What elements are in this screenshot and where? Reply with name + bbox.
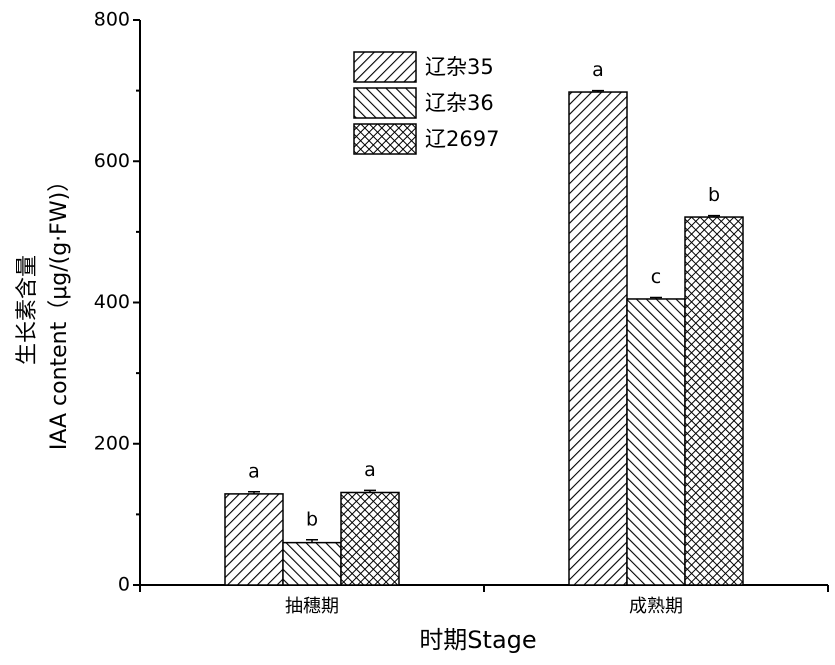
significance-label: a xyxy=(364,459,376,481)
x-tick-label: 抽穗期 xyxy=(285,596,339,617)
bar xyxy=(684,216,744,586)
error-bar xyxy=(248,491,260,494)
significance-label: a xyxy=(248,460,260,482)
legend-swatch xyxy=(353,51,417,83)
x-axis-label: 时期Stage xyxy=(419,626,536,654)
y-axis-label: 生长素含量 xyxy=(15,255,40,365)
y-tick-label: 600 xyxy=(94,150,130,172)
bar xyxy=(626,298,686,586)
x-tick-label: 成熟期 xyxy=(629,596,683,617)
legend-label: 辽2697 xyxy=(425,127,499,151)
error-bar xyxy=(306,539,318,543)
y-tick-label: 800 xyxy=(94,9,130,31)
bar xyxy=(282,541,342,586)
legend-label: 辽杂35 xyxy=(425,55,494,79)
bar xyxy=(340,491,400,586)
y-tick-label: 400 xyxy=(94,291,130,313)
bar xyxy=(224,493,284,586)
significance-label: a xyxy=(592,59,604,81)
y-axis-label: IAA content（μg/(g·FW)） xyxy=(47,170,72,450)
legend-label: 辽杂36 xyxy=(425,91,494,115)
error-bar xyxy=(364,489,376,493)
legend-swatch xyxy=(353,87,417,119)
error-bar xyxy=(708,214,720,218)
y-tick-label: 0 xyxy=(118,574,130,596)
significance-label: c xyxy=(651,266,661,288)
error-bar xyxy=(650,296,662,299)
y-tick-label: 200 xyxy=(94,432,130,454)
bar xyxy=(568,91,628,586)
legend-swatch xyxy=(353,123,417,155)
error-bar xyxy=(592,89,604,93)
significance-label: b xyxy=(708,184,720,206)
significance-label: b xyxy=(306,508,318,530)
